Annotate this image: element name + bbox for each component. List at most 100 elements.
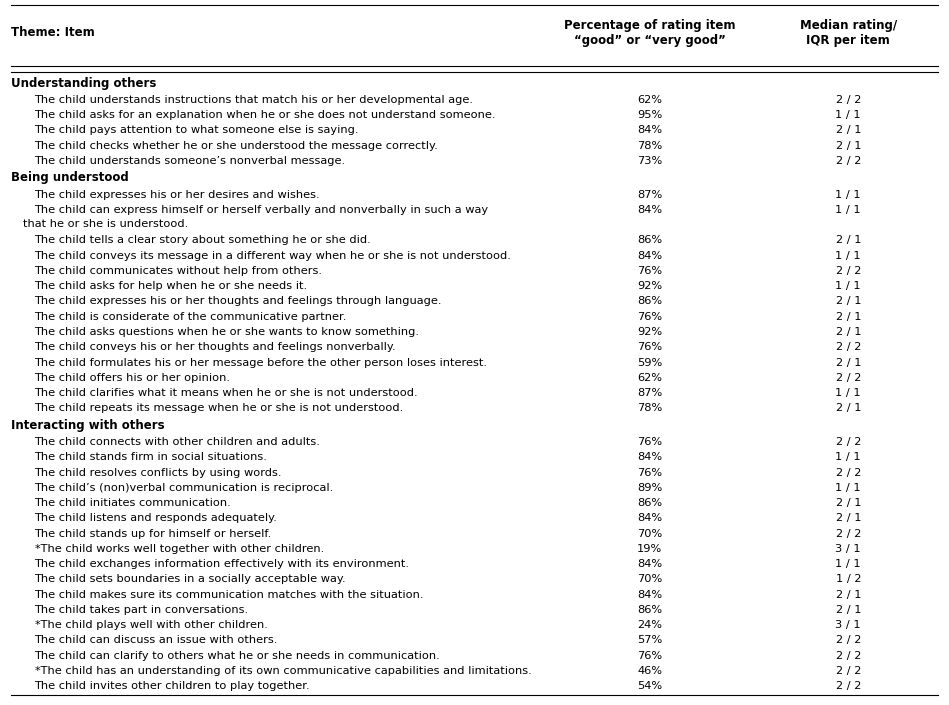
Text: 86%: 86% xyxy=(637,498,662,508)
Text: 1 / 1: 1 / 1 xyxy=(835,110,861,120)
Text: The child checks whether he or she understood the message correctly.: The child checks whether he or she under… xyxy=(34,141,438,151)
Text: 2 / 1: 2 / 1 xyxy=(835,589,861,600)
Text: 2 / 1: 2 / 1 xyxy=(835,605,861,615)
Text: The child invites other children to play together.: The child invites other children to play… xyxy=(34,681,310,692)
Text: 2 / 1: 2 / 1 xyxy=(835,327,861,337)
Text: 1 / 1: 1 / 1 xyxy=(835,559,861,569)
Text: 76%: 76% xyxy=(637,437,662,447)
Text: 2 / 2: 2 / 2 xyxy=(835,373,861,383)
Text: The child is considerate of the communicative partner.: The child is considerate of the communic… xyxy=(34,312,347,321)
Text: 3 / 1: 3 / 1 xyxy=(835,544,861,554)
Text: Interacting with others: Interacting with others xyxy=(10,419,164,431)
Text: 2 / 2: 2 / 2 xyxy=(835,95,861,105)
Text: 87%: 87% xyxy=(637,388,662,398)
Text: 86%: 86% xyxy=(637,605,662,615)
Text: 70%: 70% xyxy=(637,529,662,539)
Text: The child stands firm in social situations.: The child stands firm in social situatio… xyxy=(34,452,268,462)
Text: The child repeats its message when he or she is not understood.: The child repeats its message when he or… xyxy=(34,403,403,413)
Text: The child offers his or her opinion.: The child offers his or her opinion. xyxy=(34,373,231,383)
Text: 24%: 24% xyxy=(637,620,662,630)
Text: 2 / 1: 2 / 1 xyxy=(835,235,861,245)
Text: 2 / 2: 2 / 2 xyxy=(835,266,861,276)
Text: The child asks for help when he or she needs it.: The child asks for help when he or she n… xyxy=(34,281,307,291)
Text: *The child has an understanding of its own communicative capabilities and limita: *The child has an understanding of its o… xyxy=(34,666,531,676)
Text: Median rating/
IQR per item: Median rating/ IQR per item xyxy=(800,19,897,47)
Text: 59%: 59% xyxy=(637,357,662,367)
Text: The child’s (non)verbal communication is reciprocal.: The child’s (non)verbal communication is… xyxy=(34,483,334,493)
Text: 54%: 54% xyxy=(637,681,662,692)
Text: The child expresses his or her desires and wishes.: The child expresses his or her desires a… xyxy=(34,190,320,200)
Text: 2 / 2: 2 / 2 xyxy=(835,651,861,661)
Text: 84%: 84% xyxy=(637,205,662,215)
Text: 2 / 2: 2 / 2 xyxy=(835,437,861,447)
Text: 2 / 2: 2 / 2 xyxy=(835,529,861,539)
Text: The child communicates without help from others.: The child communicates without help from… xyxy=(34,266,323,276)
Text: 1 / 1: 1 / 1 xyxy=(835,281,861,291)
Text: Theme: Item: Theme: Item xyxy=(10,26,95,39)
Text: The child conveys his or her thoughts and feelings nonverbally.: The child conveys his or her thoughts an… xyxy=(34,342,396,352)
Text: The child asks for an explanation when he or she does not understand someone.: The child asks for an explanation when h… xyxy=(34,110,496,120)
Text: Understanding others: Understanding others xyxy=(10,77,157,90)
Text: *The child plays well with other children.: *The child plays well with other childre… xyxy=(34,620,268,630)
Text: 2 / 2: 2 / 2 xyxy=(835,342,861,352)
Text: The child connects with other children and adults.: The child connects with other children a… xyxy=(34,437,321,447)
Text: 84%: 84% xyxy=(637,589,662,600)
Text: 1 / 1: 1 / 1 xyxy=(835,483,861,493)
Text: The child makes sure its communication matches with the situation.: The child makes sure its communication m… xyxy=(34,589,424,600)
Text: 76%: 76% xyxy=(637,651,662,661)
Text: 2 / 1: 2 / 1 xyxy=(835,498,861,508)
Text: The child takes part in conversations.: The child takes part in conversations. xyxy=(34,605,249,615)
Text: 46%: 46% xyxy=(637,666,662,676)
Text: The child asks questions when he or she wants to know something.: The child asks questions when he or she … xyxy=(34,327,419,337)
Text: The child formulates his or her message before the other person loses interest.: The child formulates his or her message … xyxy=(34,357,488,367)
Text: 2 / 2: 2 / 2 xyxy=(835,467,861,477)
Text: Being understood: Being understood xyxy=(10,171,129,184)
Text: 2 / 1: 2 / 1 xyxy=(835,125,861,135)
Text: 84%: 84% xyxy=(637,125,662,135)
Text: 1 / 1: 1 / 1 xyxy=(835,190,861,200)
Text: 78%: 78% xyxy=(637,403,662,413)
Text: 1 / 1: 1 / 1 xyxy=(835,251,861,261)
Text: 1 / 1: 1 / 1 xyxy=(835,205,861,215)
Text: 2 / 2: 2 / 2 xyxy=(835,681,861,692)
Text: 84%: 84% xyxy=(637,513,662,523)
Text: 84%: 84% xyxy=(637,452,662,462)
Text: 2 / 1: 2 / 1 xyxy=(835,357,861,367)
Text: that he or she is understood.: that he or she is understood. xyxy=(23,219,188,229)
Text: 62%: 62% xyxy=(637,95,662,105)
Text: 78%: 78% xyxy=(637,141,662,151)
Text: 2 / 1: 2 / 1 xyxy=(835,312,861,321)
Text: The child conveys its message in a different way when he or she is not understoo: The child conveys its message in a diffe… xyxy=(34,251,512,261)
Text: The child clarifies what it means when he or she is not understood.: The child clarifies what it means when h… xyxy=(34,388,419,398)
Text: 3 / 1: 3 / 1 xyxy=(835,620,861,630)
Text: The child sets boundaries in a socially acceptable way.: The child sets boundaries in a socially … xyxy=(34,575,346,584)
Text: 86%: 86% xyxy=(637,235,662,245)
Text: 2 / 1: 2 / 1 xyxy=(835,513,861,523)
Text: 76%: 76% xyxy=(637,312,662,321)
Text: 84%: 84% xyxy=(637,559,662,569)
Text: 1 / 1: 1 / 1 xyxy=(835,388,861,398)
Text: 76%: 76% xyxy=(637,266,662,276)
Text: The child can express himself or herself verbally and nonverbally in such a way: The child can express himself or herself… xyxy=(34,205,489,215)
Text: 92%: 92% xyxy=(637,327,662,337)
Text: The child listens and responds adequately.: The child listens and responds adequatel… xyxy=(34,513,277,523)
Text: The child understands instructions that match his or her developmental age.: The child understands instructions that … xyxy=(34,95,474,105)
Text: 92%: 92% xyxy=(637,281,662,291)
Text: 86%: 86% xyxy=(637,296,662,307)
Text: The child resolves conflicts by using words.: The child resolves conflicts by using wo… xyxy=(34,467,282,477)
Text: 87%: 87% xyxy=(637,190,662,200)
Text: 70%: 70% xyxy=(637,575,662,584)
Text: 2 / 1: 2 / 1 xyxy=(835,403,861,413)
Text: The child stands up for himself or herself.: The child stands up for himself or herse… xyxy=(34,529,271,539)
Text: Percentage of rating item
“good” or “very good”: Percentage of rating item “good” or “ver… xyxy=(564,19,735,47)
Text: *The child works well together with other children.: *The child works well together with othe… xyxy=(34,544,324,554)
Text: 84%: 84% xyxy=(637,251,662,261)
Text: 2 / 2: 2 / 2 xyxy=(835,666,861,676)
Text: 62%: 62% xyxy=(637,373,662,383)
Text: 1 / 2: 1 / 2 xyxy=(835,575,861,584)
Text: 89%: 89% xyxy=(637,483,662,493)
Text: 1 / 1: 1 / 1 xyxy=(835,452,861,462)
Text: The child exchanges information effectively with its environment.: The child exchanges information effectiv… xyxy=(34,559,410,569)
Text: 2 / 1: 2 / 1 xyxy=(835,296,861,307)
Text: The child can clarify to others what he or she needs in communication.: The child can clarify to others what he … xyxy=(34,651,440,661)
